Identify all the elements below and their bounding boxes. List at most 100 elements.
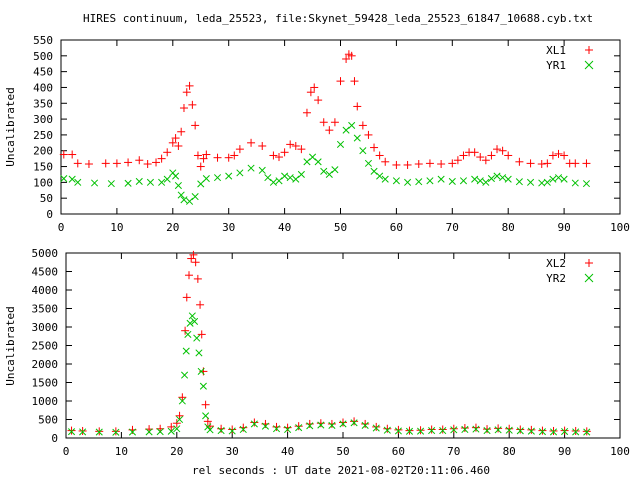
- data-point: [68, 175, 76, 183]
- data-point: [582, 159, 591, 168]
- y-tick-label: 200: [33, 145, 53, 158]
- data-point: [284, 425, 292, 434]
- data-point: [314, 158, 322, 166]
- data-point: [230, 151, 239, 160]
- data-point: [308, 153, 317, 161]
- data-point: [258, 166, 266, 174]
- data-point: [437, 175, 445, 183]
- legend-label: YR2: [546, 272, 566, 285]
- data-point: [167, 422, 176, 431]
- data-point: [283, 423, 292, 432]
- data-point: [199, 382, 207, 390]
- data-point: [182, 347, 190, 355]
- data-point: [560, 151, 569, 160]
- legend-marker: [584, 273, 594, 283]
- data-point: [184, 330, 192, 338]
- x-tick-label: 50: [336, 445, 349, 458]
- data-point: [471, 423, 480, 432]
- data-point: [364, 159, 373, 167]
- data-point: [143, 160, 152, 169]
- data-point: [526, 159, 535, 168]
- data-point: [176, 415, 184, 424]
- data-point: [168, 138, 177, 147]
- x-tick-label: 0: [63, 445, 70, 458]
- y-axis-label: Uncalibrated: [4, 306, 17, 385]
- data-point: [439, 427, 447, 435]
- data-point: [177, 191, 185, 199]
- legend-label: XL1: [546, 44, 566, 57]
- data-point: [306, 422, 314, 430]
- data-point: [112, 428, 120, 436]
- data-point: [258, 141, 267, 150]
- x-tick-label: 10: [110, 221, 123, 234]
- data-point: [182, 293, 191, 302]
- data-point: [188, 312, 196, 320]
- data-point: [336, 77, 345, 86]
- x-tick-label: 40: [278, 221, 291, 234]
- data-point: [515, 178, 523, 186]
- data-point: [350, 77, 359, 86]
- x-tick-label: 80: [502, 221, 515, 234]
- data-point: [483, 425, 492, 434]
- y-tick-label: 0: [51, 432, 58, 445]
- data-point: [527, 427, 535, 435]
- data-point: [461, 425, 469, 434]
- data-point: [239, 425, 247, 434]
- data-point: [572, 428, 580, 436]
- data-point: [438, 425, 447, 434]
- data-point: [193, 274, 202, 283]
- data-point: [174, 181, 182, 190]
- y-tick-label: 350: [33, 97, 53, 110]
- data-point: [67, 428, 76, 436]
- data-point: [375, 151, 384, 160]
- data-point: [145, 428, 153, 436]
- data-point: [261, 422, 269, 430]
- data-point: [250, 420, 258, 428]
- data-point: [174, 141, 183, 150]
- data-point: [202, 175, 210, 183]
- y-tick-label: 1500: [32, 377, 59, 390]
- data-point: [370, 167, 378, 175]
- data-point: [297, 145, 306, 154]
- data-point: [383, 426, 391, 434]
- x-tick-label: 30: [226, 445, 239, 458]
- data-point: [364, 130, 373, 139]
- data-point: [213, 153, 222, 162]
- data-point: [554, 174, 563, 182]
- data-point: [196, 300, 205, 309]
- data-point: [493, 172, 501, 180]
- x-tick-label: 60: [390, 221, 403, 234]
- data-point: [560, 426, 569, 435]
- legend-marker: [585, 259, 593, 267]
- data-point: [178, 393, 187, 402]
- data-point: [95, 428, 103, 436]
- y-tick-label: 3500: [32, 303, 59, 316]
- data-point: [448, 177, 456, 185]
- data-point: [172, 419, 181, 428]
- x-tick-label: 90: [557, 221, 570, 234]
- x-tick-label: 0: [58, 221, 65, 234]
- data-point: [180, 196, 188, 204]
- data-point: [449, 424, 458, 433]
- data-point: [186, 197, 194, 205]
- data-point: [295, 424, 303, 432]
- data-point: [476, 177, 484, 185]
- y-tick-label: 2000: [32, 358, 59, 371]
- data-point: [193, 334, 201, 342]
- data-point: [67, 426, 76, 435]
- plot-frame: [60, 39, 621, 215]
- data-point: [167, 427, 175, 435]
- data-point: [381, 175, 389, 183]
- y-tick-label: 450: [33, 66, 53, 79]
- data-point: [415, 178, 423, 186]
- data-point: [206, 426, 214, 434]
- upper-chart: Uncalibrated0501001502002503003504004505…: [4, 34, 630, 234]
- data-point: [74, 178, 82, 186]
- data-point: [582, 427, 591, 436]
- data-point: [426, 177, 434, 185]
- data-point: [372, 424, 380, 432]
- legend-marker: [584, 60, 594, 70]
- data-point: [101, 159, 110, 168]
- legend-marker: [585, 46, 593, 54]
- data-point: [225, 172, 233, 180]
